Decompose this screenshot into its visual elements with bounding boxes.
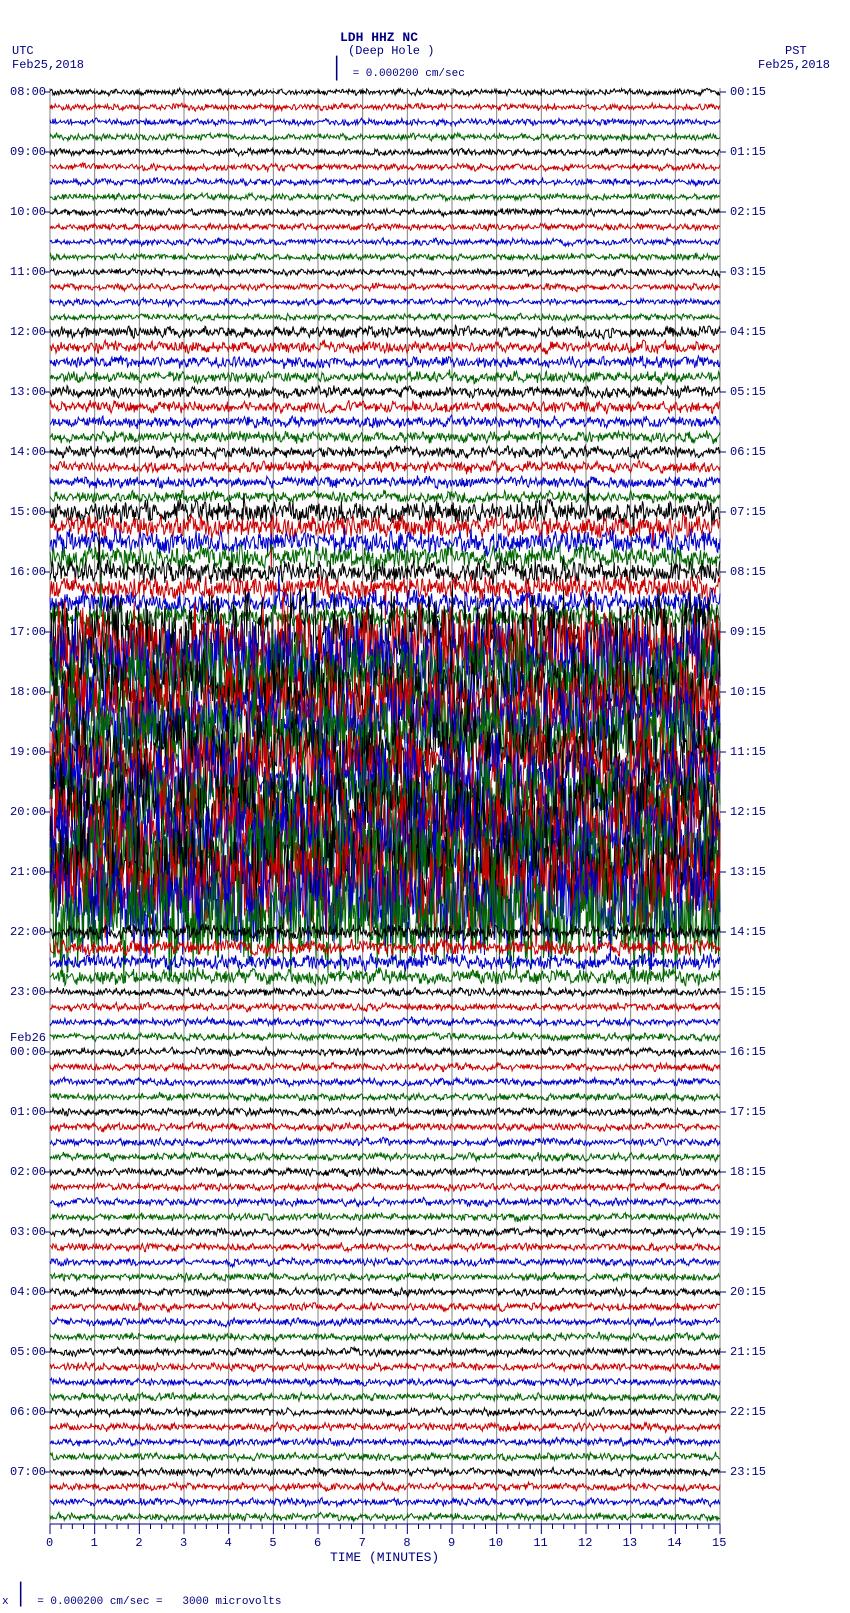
x-tick-label: 7 <box>359 1536 366 1550</box>
seismogram-plot <box>0 0 850 1613</box>
utc-tick-label: 16:00 <box>10 565 46 579</box>
pst-tick-label: 17:15 <box>730 1105 766 1119</box>
utc-tick-label: 23:00 <box>10 985 46 999</box>
footer-scale: = 0.000200 cm/sec = 3000 microvolts <box>24 1596 281 1608</box>
pst-tick-label: 20:15 <box>730 1285 766 1299</box>
pst-tick-label: 08:15 <box>730 565 766 579</box>
utc-tick-label: 08:00 <box>10 85 46 99</box>
x-tick-label: 5 <box>269 1536 276 1550</box>
seismogram-page: LDH HHZ NC (Deep Hole ) │ = 0.000200 cm/… <box>0 0 850 1613</box>
utc-tick-label: 19:00 <box>10 745 46 759</box>
pst-tick-label: 18:15 <box>730 1165 766 1179</box>
utc-tick-label: 15:00 <box>10 505 46 519</box>
pst-tick-label: 15:15 <box>730 985 766 999</box>
pst-tick-label: 16:15 <box>730 1045 766 1059</box>
utc-tick-label: 18:00 <box>10 685 46 699</box>
utc-tick-label: Feb26 <box>10 1031 46 1045</box>
utc-tick-label: 13:00 <box>10 385 46 399</box>
pst-tick-label: 05:15 <box>730 385 766 399</box>
utc-tick-label: 05:00 <box>10 1345 46 1359</box>
pst-tick-label: 13:15 <box>730 865 766 879</box>
pst-tick-label: 06:15 <box>730 445 766 459</box>
x-tick-label: 4 <box>225 1536 232 1550</box>
pst-tick-label: 23:15 <box>730 1465 766 1479</box>
utc-tick-label: 20:00 <box>10 805 46 819</box>
x-tick-label: 1 <box>91 1536 98 1550</box>
x-tick-label: 15 <box>712 1536 726 1550</box>
pst-tick-label: 22:15 <box>730 1405 766 1419</box>
utc-tick-label: 00:00 <box>10 1045 46 1059</box>
pst-tick-label: 11:15 <box>730 745 766 759</box>
x-tick-label: 14 <box>667 1536 681 1550</box>
x-tick-label: 0 <box>46 1536 53 1550</box>
utc-tick-label: 11:00 <box>10 265 46 279</box>
utc-tick-label: 12:00 <box>10 325 46 339</box>
pst-tick-label: 19:15 <box>730 1225 766 1239</box>
utc-tick-label: 21:00 <box>10 865 46 879</box>
pst-tick-label: 21:15 <box>730 1345 766 1359</box>
utc-tick-label: 04:00 <box>10 1285 46 1299</box>
pst-tick-label: 03:15 <box>730 265 766 279</box>
pst-tick-label: 00:15 <box>730 85 766 99</box>
utc-tick-label: 17:00 <box>10 625 46 639</box>
utc-tick-label: 06:00 <box>10 1405 46 1419</box>
pst-tick-label: 01:15 <box>730 145 766 159</box>
x-axis-title: TIME (MINUTES) <box>330 1550 439 1565</box>
x-tick-label: 12 <box>578 1536 592 1550</box>
pst-tick-label: 12:15 <box>730 805 766 819</box>
x-tick-label: 6 <box>314 1536 321 1550</box>
pst-tick-label: 09:15 <box>730 625 766 639</box>
utc-tick-label: 01:00 <box>10 1105 46 1119</box>
x-tick-label: 8 <box>403 1536 410 1550</box>
x-tick-label: 2 <box>135 1536 142 1550</box>
x-tick-label: 9 <box>448 1536 455 1550</box>
utc-tick-label: 09:00 <box>10 145 46 159</box>
x-tick-label: 10 <box>489 1536 503 1550</box>
pst-tick-label: 14:15 <box>730 925 766 939</box>
x-tick-label: 3 <box>180 1536 187 1550</box>
x-tick-label: 11 <box>533 1536 547 1550</box>
utc-tick-label: 02:00 <box>10 1165 46 1179</box>
utc-tick-label: 07:00 <box>10 1465 46 1479</box>
utc-tick-label: 03:00 <box>10 1225 46 1239</box>
pst-tick-label: 07:15 <box>730 505 766 519</box>
x-tick-label: 13 <box>623 1536 637 1550</box>
xaxis-marker: x <box>2 1596 9 1608</box>
utc-tick-label: 10:00 <box>10 205 46 219</box>
pst-tick-label: 10:15 <box>730 685 766 699</box>
pst-tick-label: 02:15 <box>730 205 766 219</box>
utc-tick-label: 22:00 <box>10 925 46 939</box>
utc-tick-label: 14:00 <box>10 445 46 459</box>
pst-tick-label: 04:15 <box>730 325 766 339</box>
